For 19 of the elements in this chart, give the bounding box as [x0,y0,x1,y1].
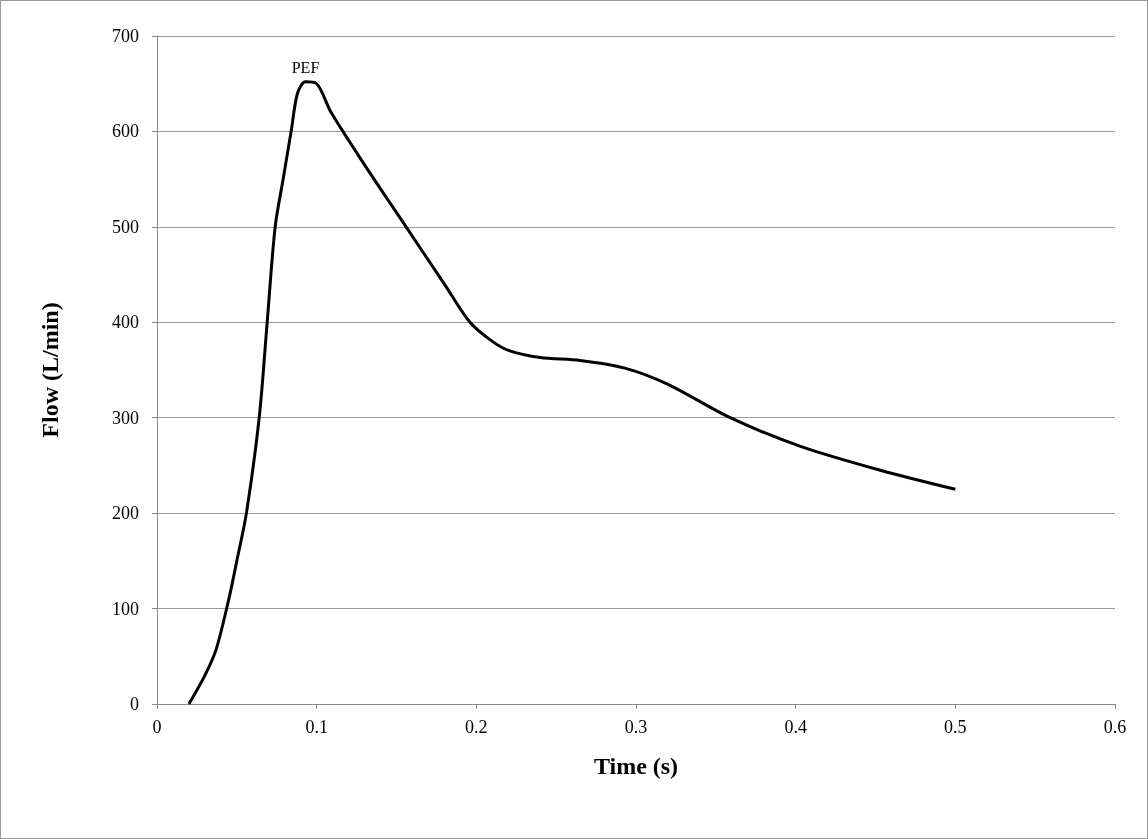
y-tick-label: 400 [112,312,139,333]
y-tick-label: 500 [112,216,139,237]
annotation: PEF [291,59,320,77]
y-tick-label: 0 [130,694,139,714]
y-tick-label: 600 [112,121,139,142]
x-axis-title: Time (s) [593,753,679,779]
x-tick-label: 0 [152,717,162,737]
x-tick-label: 0.4 [784,717,807,737]
x-tick-label: 0.2 [465,717,488,737]
x-tick-label: 0.3 [624,717,648,737]
x-tick-label: 0.1 [305,717,328,737]
y-tick-label: 700 [112,26,139,46]
line-series [187,80,957,706]
y-tick-label: 300 [112,407,139,428]
y-tick-label: 100 [112,598,139,619]
y-axis-title: Flow (L/min) [37,302,63,438]
x-tick-label: 0.6 [1103,717,1127,737]
y-tick-label: 200 [112,503,139,524]
x-tick-label: 0.5 [944,717,967,737]
